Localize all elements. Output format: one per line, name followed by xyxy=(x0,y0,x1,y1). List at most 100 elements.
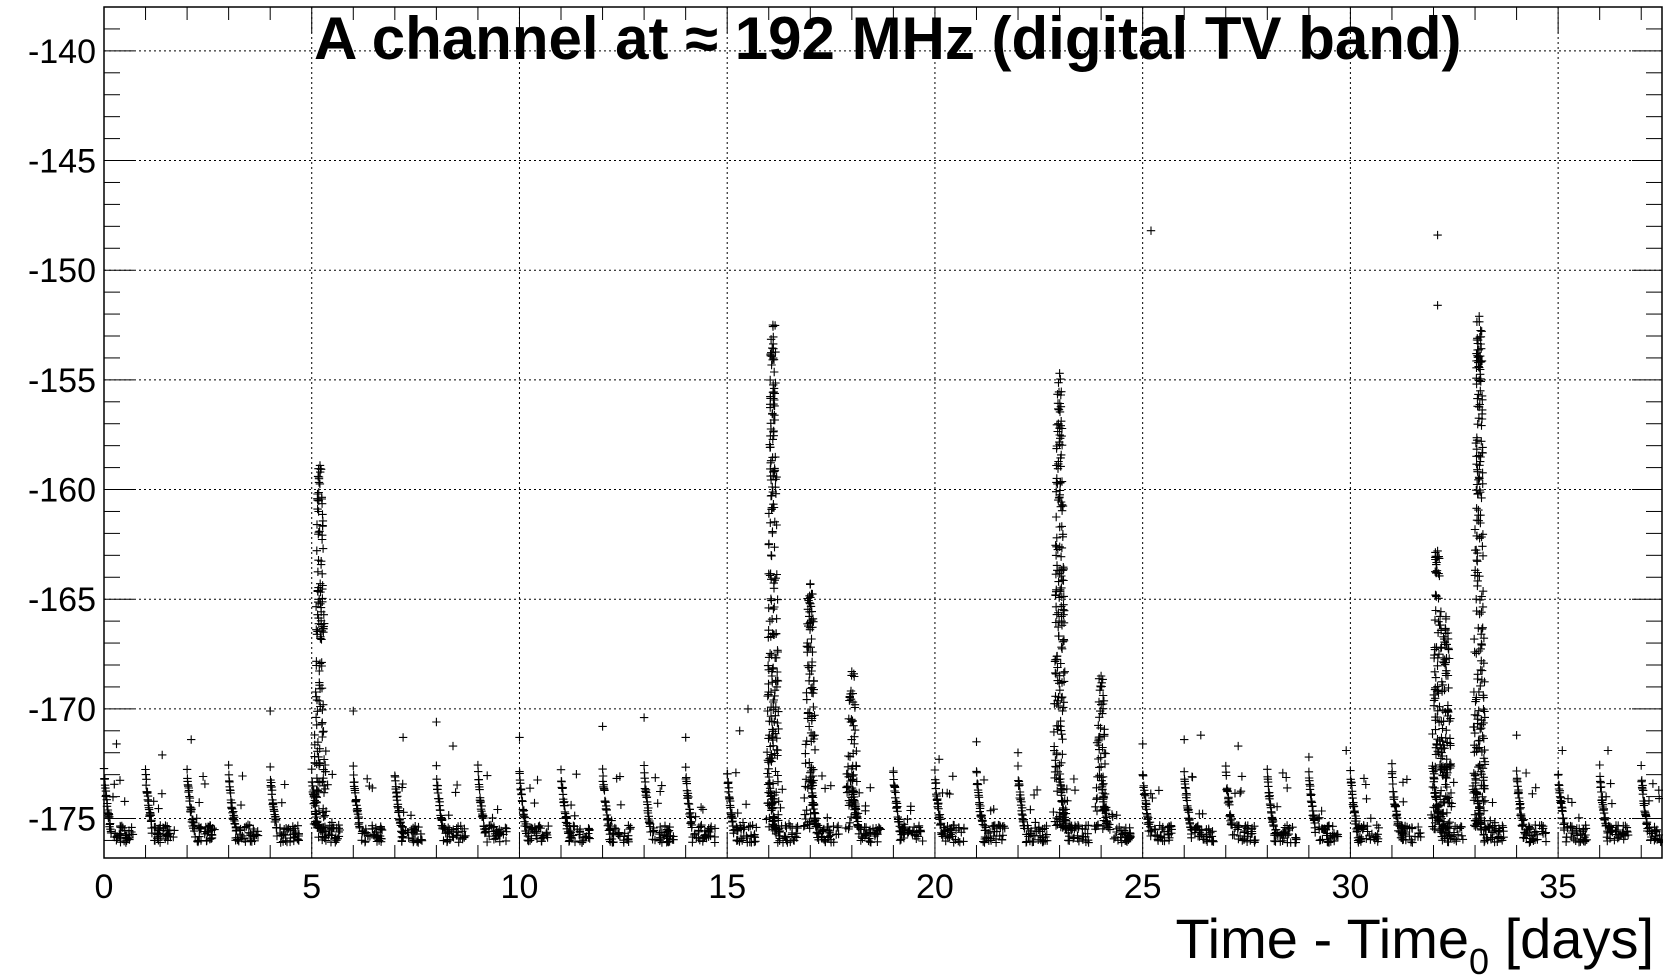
data-point xyxy=(1099,805,1108,815)
data-point xyxy=(765,443,775,452)
data-point xyxy=(1098,785,1107,794)
data-point xyxy=(318,727,328,737)
data-point xyxy=(317,635,326,644)
data-point xyxy=(843,762,853,771)
data-point xyxy=(1049,807,1058,817)
data-point xyxy=(1433,735,1442,744)
data-point xyxy=(1199,835,1208,844)
data-point xyxy=(317,823,327,832)
data-point xyxy=(1416,828,1425,838)
data-point xyxy=(533,775,542,785)
data-point xyxy=(1428,813,1437,823)
data-point xyxy=(644,803,653,813)
data-point xyxy=(316,824,325,833)
data-point xyxy=(1477,437,1486,446)
data-point xyxy=(768,320,778,330)
data-point xyxy=(1324,821,1334,830)
data-point xyxy=(1055,486,1065,495)
data-point xyxy=(319,755,329,764)
data-point xyxy=(1054,577,1063,586)
data-point xyxy=(1637,761,1646,770)
data-point xyxy=(310,790,319,799)
data-point xyxy=(195,798,204,807)
data-point xyxy=(995,831,1004,841)
data-point xyxy=(851,813,861,822)
x-axis-label-main: Time - Time xyxy=(1176,907,1469,970)
data-point xyxy=(1053,566,1062,575)
data-point xyxy=(1328,822,1337,831)
data-point xyxy=(196,824,205,833)
data-point xyxy=(696,803,706,812)
data-point xyxy=(1096,753,1105,762)
data-point xyxy=(1061,823,1070,832)
data-point xyxy=(452,780,462,790)
data-point xyxy=(800,810,809,819)
data-point xyxy=(1531,820,1540,830)
data-point xyxy=(1494,824,1504,833)
data-point xyxy=(1471,697,1480,706)
data-point xyxy=(1388,779,1397,789)
data-point xyxy=(620,829,629,838)
data-point xyxy=(871,824,881,833)
data-point xyxy=(1100,748,1109,758)
data-point xyxy=(619,836,628,845)
data-point xyxy=(1187,825,1196,834)
data-point xyxy=(1480,713,1489,722)
data-point xyxy=(312,657,321,666)
data-point xyxy=(1499,827,1508,836)
data-point xyxy=(313,496,322,505)
data-point xyxy=(847,812,856,822)
data-point xyxy=(807,712,817,721)
data-point xyxy=(606,821,615,831)
data-point xyxy=(318,597,327,606)
data-point xyxy=(1318,825,1328,834)
data-point xyxy=(312,720,321,730)
data-point xyxy=(1363,827,1372,836)
data-point xyxy=(1052,721,1061,731)
data-point xyxy=(1055,815,1064,824)
data-point xyxy=(1433,301,1442,310)
data-point xyxy=(862,829,872,838)
data-point xyxy=(1053,545,1062,554)
data-point xyxy=(318,705,327,715)
data-point xyxy=(1498,836,1507,845)
data-point xyxy=(1026,826,1036,836)
data-point xyxy=(985,827,995,836)
data-point xyxy=(312,546,321,555)
data-point xyxy=(1488,798,1497,807)
data-point xyxy=(1078,824,1087,833)
data-point xyxy=(1563,794,1573,803)
data-point xyxy=(810,745,820,754)
data-point xyxy=(805,758,814,767)
data-point xyxy=(769,332,778,342)
data-point xyxy=(1096,706,1105,716)
data-point xyxy=(1472,445,1481,454)
data-point xyxy=(843,782,852,791)
data-point xyxy=(806,809,815,819)
data-point xyxy=(771,574,780,583)
data-point xyxy=(776,803,785,812)
data-point xyxy=(819,824,829,834)
data-point xyxy=(1277,830,1286,839)
data-point xyxy=(771,378,780,388)
y-tick-label: -155 xyxy=(28,362,96,400)
data-point xyxy=(771,702,780,712)
data-point xyxy=(769,604,778,614)
data-point xyxy=(1278,768,1287,778)
data-point xyxy=(1433,230,1442,240)
y-tick-label: -145 xyxy=(28,143,96,181)
data-point xyxy=(1476,351,1485,361)
data-point xyxy=(1434,718,1444,727)
data-point xyxy=(1051,821,1061,830)
data-point xyxy=(806,579,815,588)
data-point xyxy=(1482,833,1491,843)
data-point xyxy=(1644,796,1654,805)
data-point xyxy=(1052,512,1061,522)
data-point xyxy=(943,822,952,831)
data-point xyxy=(1518,820,1528,829)
data-point xyxy=(1456,822,1466,831)
data-point xyxy=(453,828,463,837)
data-point xyxy=(609,830,618,839)
data-point xyxy=(801,749,810,758)
data-point xyxy=(706,831,715,841)
